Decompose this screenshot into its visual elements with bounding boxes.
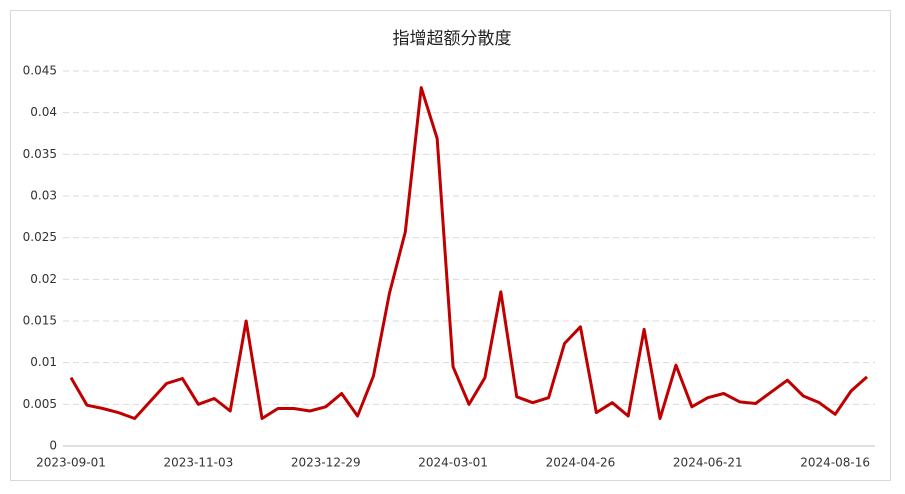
y-tick-label: 0.045 [23,64,57,78]
y-tick-label: 0.025 [23,230,57,244]
x-tick-label: 2024-06-21 [673,456,743,470]
x-tick-label: 2024-08-16 [800,456,870,470]
y-tick-label: 0.035 [23,147,57,161]
y-tick-label: 0.01 [30,355,57,369]
y-tick-label: 0.005 [23,397,57,411]
x-tick-label: 2023-12-29 [291,456,361,470]
x-tick-label: 2023-11-03 [163,456,233,470]
x-tick-label: 2024-04-26 [546,456,616,470]
line-series [69,86,868,420]
y-tick-label: 0.02 [30,272,57,286]
x-tick-label: 2023-09-01 [36,456,106,470]
y-tick-label: 0 [49,439,57,453]
y-tick-label: 0.04 [30,105,57,119]
chart-title: 指增超额分散度 [393,29,512,49]
y-tick-label: 0.03 [30,189,57,203]
y-tick-label: 0.015 [23,314,57,328]
x-tick-label: 2024-03-01 [418,456,488,470]
